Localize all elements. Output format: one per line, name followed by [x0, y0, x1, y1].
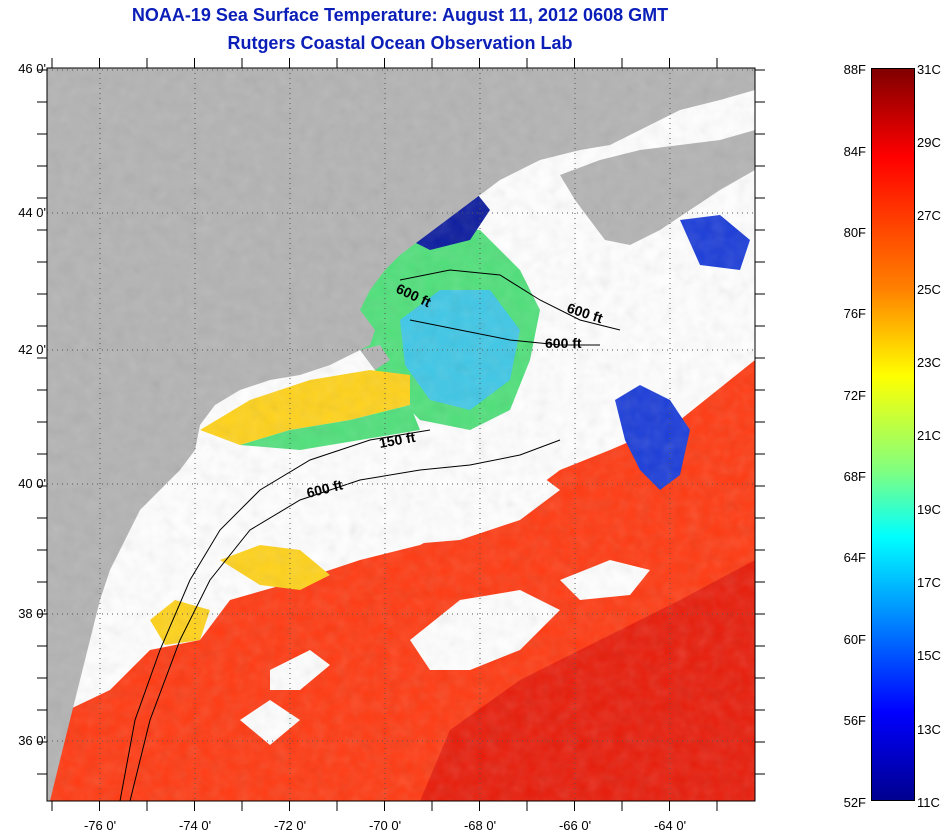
- colorbar-c-label: 17C: [917, 575, 941, 590]
- lat-label: 46 0': [18, 61, 46, 76]
- lat-label: 42 0': [18, 342, 46, 357]
- chart-title: NOAA-19 Sea Surface Temperature: August …: [131, 5, 669, 25]
- colorbar-f-label: 84F: [843, 144, 866, 159]
- contour-600ft-gom: [399, 269, 621, 331]
- graticule: [47, 68, 755, 801]
- colorbar-f-label: 52F: [843, 795, 866, 810]
- lat-label: 40 0': [18, 476, 46, 491]
- colorbar-c-label: 19C: [917, 502, 941, 517]
- colorbar-f-label: 68F: [843, 469, 866, 484]
- colorbar-c-label: 31C: [917, 62, 941, 77]
- colorbar-c-label: 21C: [917, 428, 941, 443]
- contour-label: 150 ft: [378, 429, 417, 451]
- colorbar-f-label: 80F: [843, 225, 866, 240]
- colorbar-f-label: 88F: [843, 62, 866, 77]
- contour-600ft-gom2: [409, 319, 600, 346]
- map-area: [47, 68, 755, 801]
- colorbar-c-label: 13C: [917, 722, 941, 737]
- contour-600ft-south: [129, 439, 561, 801]
- colorbar-c-label: 27C: [917, 208, 941, 223]
- chart-subtitle: Rutgers Coastal Ocean Observation Lab: [227, 33, 573, 53]
- contour-label: 600 ft: [545, 335, 582, 351]
- lon-label: -74 0': [178, 818, 212, 833]
- lat-label: 38 0': [18, 606, 46, 621]
- lon-label: -68 0': [463, 818, 497, 833]
- lon-label: -66 0': [558, 818, 592, 833]
- lon-label: -76 0': [83, 818, 117, 833]
- map-frame: [46, 67, 756, 802]
- temperature-colorbar: [871, 68, 915, 801]
- lat-label: 36 0': [18, 733, 46, 748]
- axis-ticks: [37, 58, 765, 811]
- colorbar-f-label: 76F: [843, 306, 866, 321]
- lon-label: -70 0': [368, 818, 402, 833]
- colorbar-f-label: 64F: [843, 550, 866, 565]
- lon-label: -64 0': [653, 818, 687, 833]
- colorbar-c-label: 15C: [917, 648, 941, 663]
- colorbar-f-label: 56F: [843, 713, 866, 728]
- colorbar-c-label: 23C: [917, 355, 941, 370]
- contour-150ft: [119, 429, 431, 801]
- colorbar-c-label: 25C: [917, 282, 941, 297]
- colorbar-c-label: 29C: [917, 135, 941, 150]
- lon-label: -72 0': [273, 818, 307, 833]
- colorbar-c-label: 11C: [917, 795, 940, 810]
- colorbar-f-label: 72F: [843, 388, 866, 403]
- colorbar-f-label: 60F: [843, 632, 866, 647]
- lat-label: 44 0': [18, 205, 46, 220]
